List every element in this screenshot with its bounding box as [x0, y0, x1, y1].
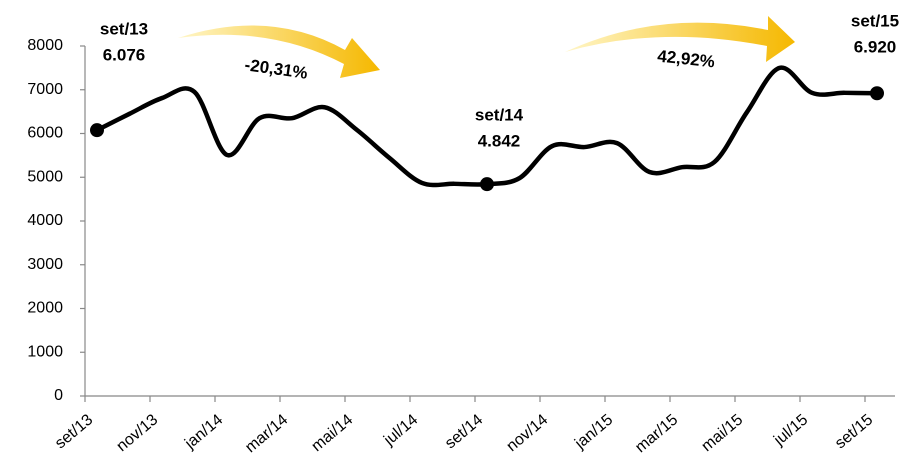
- y-tick-label: 0: [54, 387, 63, 404]
- x-tick-label: jan/14: [181, 411, 226, 453]
- change-label: 42,92%: [656, 47, 715, 72]
- x-tick-label: nov/13: [114, 411, 162, 455]
- point: [90, 123, 104, 138]
- change-label: -20,31%: [243, 55, 308, 83]
- x-tick-label: mar/15: [632, 411, 681, 456]
- x-tick-label: mai/14: [309, 411, 357, 455]
- line: [95, 65, 878, 188]
- value-label: 4.842: [478, 132, 521, 151]
- point-label: set/15: [851, 11, 899, 30]
- y-tick-label: 2000: [27, 300, 63, 317]
- x-tick-label: nov/14: [504, 411, 552, 455]
- y-tick-label: 8000: [27, 37, 63, 54]
- y-tick-label: 1000: [27, 343, 63, 360]
- x-tick-label: set/13: [52, 411, 96, 452]
- x-tick-label: set/14: [442, 411, 486, 452]
- point-label: set/14: [475, 106, 524, 125]
- y-tick-label: 6000: [27, 125, 63, 142]
- point: [480, 177, 494, 192]
- x-tick-label: jul/15: [770, 411, 811, 449]
- x-tick-label: set/15: [832, 411, 876, 452]
- arrow: [565, 16, 795, 62]
- x-tick-label: jul/14: [380, 411, 421, 449]
- y-tick-label: 4000: [27, 212, 63, 229]
- y-tick-label: 5000: [27, 168, 63, 185]
- point-label: set/13: [100, 19, 148, 38]
- point: [870, 86, 884, 101]
- y-tick-label: 7000: [27, 81, 63, 98]
- value-label: 6.920: [854, 37, 897, 56]
- value-label: 6.076: [103, 45, 146, 64]
- x-tick-label: mar/14: [242, 411, 291, 456]
- x-tick-label: jan/15: [571, 411, 616, 453]
- x-tick-label: mai/15: [699, 411, 747, 455]
- arrow: [178, 25, 380, 78]
- y-tick-label: 3000: [27, 256, 63, 273]
